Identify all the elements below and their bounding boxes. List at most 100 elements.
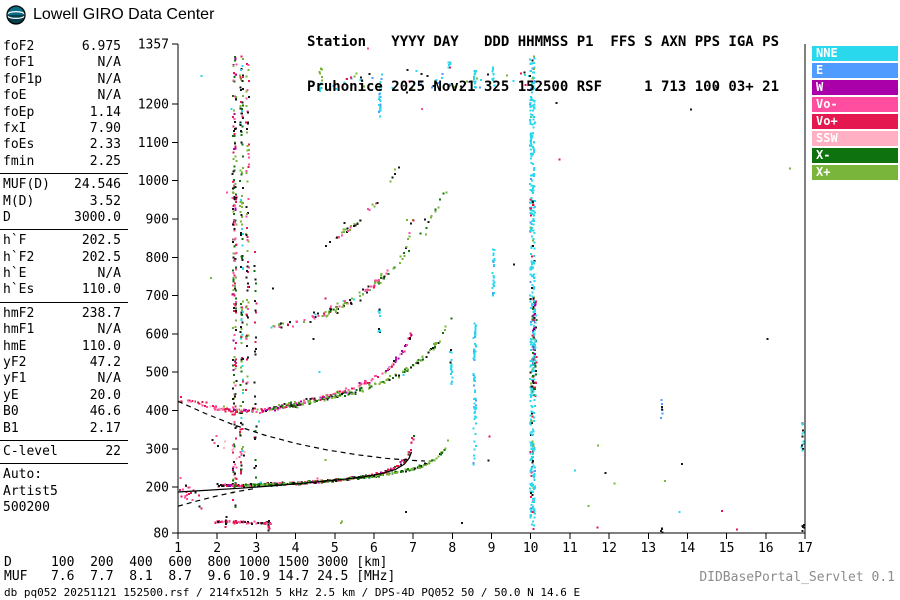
legend-item-e: E bbox=[812, 63, 898, 78]
param-row-fmin: fmin 2.25 bbox=[0, 154, 128, 170]
noise-points bbox=[200, 47, 791, 531]
station-header: Station YYYY DAY DDD HHMMSS P1 FFS S AXN… bbox=[307, 5, 779, 110]
muf-curve-dashed bbox=[177, 400, 425, 462]
param-value: 2.33 bbox=[89, 137, 121, 153]
param-row-fof2: foF2 6.975 bbox=[0, 39, 128, 55]
param-label: yF1 bbox=[3, 371, 27, 387]
band-interference-7.9-top bbox=[447, 61, 452, 87]
param-value: 20.0 bbox=[89, 387, 121, 403]
param-label: foE bbox=[3, 88, 27, 104]
param-label: B0 bbox=[3, 404, 19, 420]
param-value: 24.546 bbox=[74, 177, 121, 193]
param-row-yf2: yF2 47.2 bbox=[0, 355, 128, 371]
muf-distance-row: D 100 200 400 600 800 1000 1500 3000 [km… bbox=[4, 555, 388, 570]
param-row-hf2: h`F2 202.5 bbox=[0, 250, 128, 266]
band-interference-2.95 bbox=[253, 250, 258, 479]
param-value: 47.2 bbox=[89, 355, 121, 371]
param-row-ye: yE 20.0 bbox=[0, 388, 128, 404]
param-value: N/A bbox=[97, 71, 121, 87]
param-label: h`Es bbox=[3, 282, 35, 298]
x-tick-label: 11 bbox=[562, 541, 578, 556]
trace-top-scatter bbox=[318, 66, 534, 91]
trace-F2-X bbox=[272, 317, 453, 411]
param-label: fxI bbox=[3, 120, 27, 136]
param-label: yE bbox=[3, 387, 19, 403]
x-tick-label: 2 bbox=[213, 541, 221, 556]
profile-extrapolated-dashed bbox=[177, 488, 255, 507]
param-label: M(D) bbox=[3, 193, 35, 209]
param-value: N/A bbox=[97, 266, 121, 282]
param-row-hme: hmE 110.0 bbox=[0, 339, 128, 355]
y-tick-label: 700 bbox=[146, 289, 169, 304]
band-dots-13.3 bbox=[659, 399, 664, 419]
param-row-foep: foEp 1.14 bbox=[0, 105, 128, 121]
parameter-panel: foF2 6.975 foF1 N/A foF1p N/A foE N/A foEp 1.14 fx… bbox=[0, 39, 128, 517]
echo-direction-legend: NNE E W Vo- Vo+ SSW X- X+ bbox=[812, 46, 898, 182]
legend-item-w: W bbox=[812, 80, 898, 95]
y-tick-label: 900 bbox=[146, 213, 169, 228]
x-tick-label: 13 bbox=[640, 541, 656, 556]
param-value: 202.5 bbox=[81, 249, 121, 265]
band-interference-10-mid bbox=[531, 295, 538, 397]
param-row-foes: foEs 2.33 bbox=[0, 137, 128, 153]
autoscaling-info-line: Auto: bbox=[3, 467, 43, 483]
band-interference-8.55 bbox=[472, 322, 478, 466]
x-tick-label: 16 bbox=[758, 541, 774, 556]
legend-item-x+: X+ bbox=[812, 165, 898, 180]
x-tick-label: 7 bbox=[409, 541, 417, 556]
legend-item-nne: NNE bbox=[812, 46, 898, 61]
trace-noise-left-mid bbox=[179, 395, 235, 416]
legend-item-vo-: Vo- bbox=[812, 97, 898, 112]
param-row-d: D 3000.0 bbox=[0, 210, 128, 226]
param-row-hmf2: hmF2 238.7 bbox=[0, 306, 128, 322]
param-label: foF1p bbox=[3, 71, 43, 87]
param-value: N/A bbox=[97, 55, 121, 71]
param-label: yF2 bbox=[3, 355, 27, 371]
param-value: N/A bbox=[97, 88, 121, 104]
param-row-b0: B0 46.6 bbox=[0, 404, 128, 420]
y-tick-label: 600 bbox=[146, 327, 169, 342]
x-tick-label: 5 bbox=[331, 541, 339, 556]
giro-logo-icon bbox=[6, 5, 26, 25]
param-value: 110.0 bbox=[81, 282, 121, 298]
band-interference-6.1-top bbox=[377, 81, 382, 118]
x-tick-label: 3 bbox=[252, 541, 260, 556]
legend-item-ssw: SSW bbox=[812, 131, 898, 146]
y-tick-label: 80 bbox=[153, 527, 169, 542]
param-row-yf1: yF1 N/A bbox=[0, 371, 128, 387]
y-tick-label: 1100 bbox=[138, 136, 169, 151]
x-tick-label: 1 bbox=[174, 541, 182, 556]
param-value: 7.90 bbox=[89, 120, 121, 136]
y-tick-label: 500 bbox=[146, 366, 169, 381]
param-label: foF2 bbox=[3, 39, 35, 54]
param-value: 3000.0 bbox=[74, 209, 121, 225]
legend-item-vo+: Vo+ bbox=[812, 114, 898, 129]
param-label: h`F2 bbox=[3, 249, 35, 265]
trace-F4 bbox=[325, 166, 400, 247]
param-value: 46.6 bbox=[89, 404, 121, 420]
param-label: D bbox=[3, 209, 11, 225]
brand: Lowell GIRO Data Center bbox=[5, 4, 214, 26]
band-dots-16.9 bbox=[800, 422, 805, 452]
param-row-he: h`E N/A bbox=[0, 266, 128, 282]
band-interference-2.75 bbox=[245, 63, 251, 392]
trace-F1-X bbox=[244, 439, 449, 488]
param-value: 3.52 bbox=[89, 193, 121, 209]
trace-F3-X bbox=[325, 191, 448, 318]
band-dots-13.3-low bbox=[660, 527, 664, 534]
trace-F1-O bbox=[217, 435, 415, 488]
param-label: fmin bbox=[3, 153, 35, 169]
param-value: 110.0 bbox=[81, 338, 121, 354]
param-value: 1.14 bbox=[89, 104, 121, 120]
autoscaling-info-line: Artist5 bbox=[3, 483, 58, 499]
y-tick-label: 400 bbox=[146, 404, 169, 419]
x-tick-label: 4 bbox=[292, 541, 300, 556]
param-row-hes: h`Es 110.0 bbox=[0, 282, 128, 298]
panel-divider bbox=[0, 173, 128, 175]
param-value: 238.7 bbox=[81, 305, 121, 321]
band-interference-9 bbox=[491, 248, 496, 297]
param-row-fof1: foF1 N/A bbox=[0, 55, 128, 71]
param-label: C-level bbox=[3, 443, 58, 459]
x-tick-label: 8 bbox=[448, 541, 456, 556]
param-row-md: M(D) 3.52 bbox=[0, 194, 128, 210]
